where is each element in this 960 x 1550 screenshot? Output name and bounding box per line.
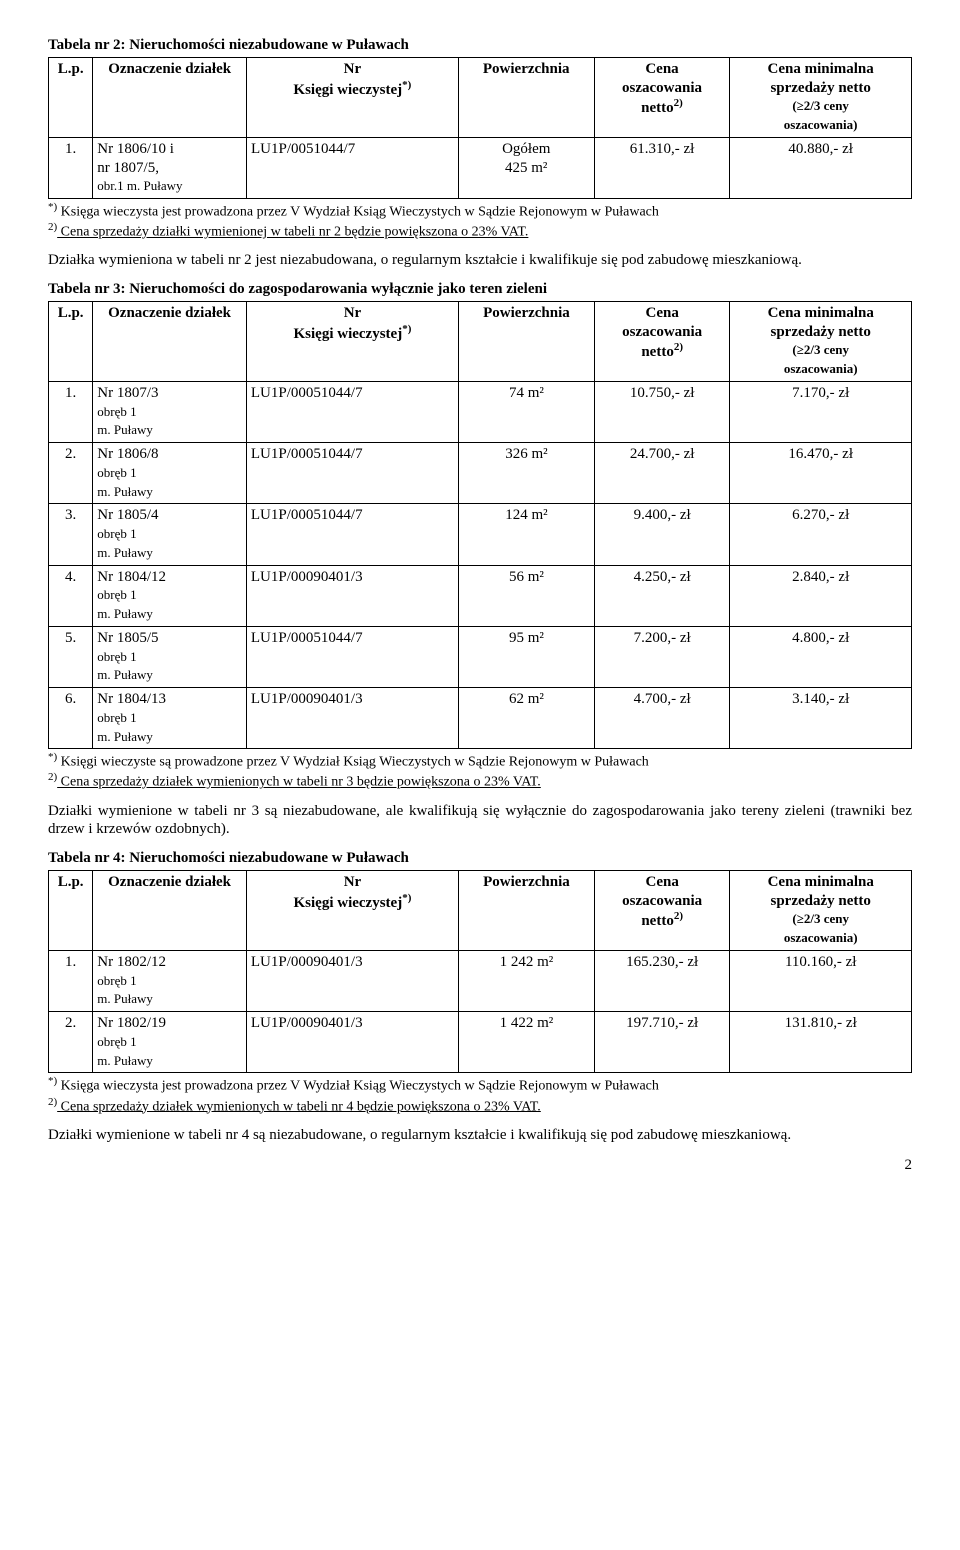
- cell-cena: 4.250,- zł: [594, 565, 729, 626]
- table2-after-para: Działka wymieniona w tabeli nr 2 jest ni…: [48, 251, 912, 270]
- table-row: 2.Nr 1806/8obręb 1m. PuławyLU1P/00051044…: [49, 443, 912, 504]
- table3: L.p. Oznaczenie działek Nr Księgi wieczy…: [48, 301, 912, 750]
- cell-ozn: Nr 1802/19obręb 1m. Puławy: [93, 1012, 247, 1073]
- cell-pow: 95 m²: [458, 626, 594, 687]
- th-cena: Cena oszacowania netto2): [594, 57, 730, 137]
- cell-min: 3.140,- zł: [730, 688, 912, 749]
- cell-cena: 10.750,- zł: [594, 381, 729, 442]
- table4-footnotes: *) Księga wieczysta jest prowadzona prze…: [48, 1075, 912, 1115]
- table-row: 5.Nr 1805/5obręb 1m. PuławyLU1P/00051044…: [49, 626, 912, 687]
- th-cena: Cena oszacowania netto2): [594, 301, 729, 381]
- th-kw: Nr Księgi wieczystej*): [247, 57, 459, 137]
- cell-cena: 24.700,- zł: [594, 443, 729, 504]
- th-min: Cena minimalna sprzedaży netto (≥2/3 cen…: [730, 57, 912, 137]
- table-row: 4.Nr 1804/12obręb 1m. PuławyLU1P/0009040…: [49, 565, 912, 626]
- th-kw: Nr Księgi wieczystej*): [246, 870, 458, 950]
- cell-min: 110.160,- zł: [730, 950, 912, 1011]
- cell-kw: LU1P/00051044/7: [246, 626, 458, 687]
- cell-min: 6.270,- zł: [730, 504, 912, 565]
- cell-kw: LU1P/00090401/3: [246, 565, 458, 626]
- table2-title: Tabela nr 2: Nieruchomości niezabudowane…: [48, 36, 912, 55]
- cell-kw: LU1P/00051044/7: [246, 504, 458, 565]
- cell-lp: 2.: [49, 443, 93, 504]
- table-row: 6.Nr 1804/13obręb 1m. PuławyLU1P/0009040…: [49, 688, 912, 749]
- cell-cena: 197.710,- zł: [594, 1012, 729, 1073]
- cell-lp: 1.: [49, 950, 93, 1011]
- th-lp: L.p.: [49, 301, 93, 381]
- th-lp: L.p.: [49, 57, 93, 137]
- th-min: Cena minimalna sprzedaży netto (≥2/3 cen…: [730, 870, 912, 950]
- table4-after-para: Działki wymienione w tabeli nr 4 są niez…: [48, 1126, 912, 1145]
- cell-min: 7.170,- zł: [730, 381, 912, 442]
- cell-ozn: Nr 1805/5obręb 1m. Puławy: [93, 626, 247, 687]
- cell-pow: 1 422 m²: [458, 1012, 594, 1073]
- cell-cena: 4.700,- zł: [594, 688, 729, 749]
- cell-ozn: Nr 1806/10 i nr 1807/5, obr.1 m. Puławy: [93, 137, 247, 198]
- cell-min: 2.840,- zł: [730, 565, 912, 626]
- th-min: Cena minimalna sprzedaży netto (≥2/3 cen…: [730, 301, 912, 381]
- cell-pow: Ogółem 425 m²: [458, 137, 594, 198]
- cell-pow: 326 m²: [458, 443, 594, 504]
- cell-min: 131.810,- zł: [730, 1012, 912, 1073]
- cell-cena: 9.400,- zł: [594, 504, 729, 565]
- cell-lp: 4.: [49, 565, 93, 626]
- table-row: 2.Nr 1802/19obręb 1m. PuławyLU1P/0009040…: [49, 1012, 912, 1073]
- th-ozn: Oznaczenie działek: [93, 870, 247, 950]
- cell-kw: LU1P/0051044/7: [247, 137, 459, 198]
- th-ozn: Oznaczenie działek: [93, 57, 247, 137]
- cell-lp: 1.: [49, 381, 93, 442]
- th-ozn: Oznaczenie działek: [93, 301, 247, 381]
- cell-ozn: Nr 1806/8obręb 1m. Puławy: [93, 443, 247, 504]
- cell-kw: LU1P/00090401/3: [246, 950, 458, 1011]
- cell-ozn: Nr 1805/4obręb 1m. Puławy: [93, 504, 247, 565]
- table2-footnotes: *) Księga wieczysta jest prowadzona prze…: [48, 201, 912, 241]
- cell-cena: 61.310,- zł: [594, 137, 730, 198]
- table-header-row: L.p. Oznaczenie działek Nr Księgi wieczy…: [49, 301, 912, 381]
- table-header-row: L.p. Oznaczenie działek Nr Księgi wieczy…: [49, 57, 912, 137]
- table-row: 1. Nr 1806/10 i nr 1807/5, obr.1 m. Puła…: [49, 137, 912, 198]
- cell-min: 4.800,- zł: [730, 626, 912, 687]
- cell-lp: 5.: [49, 626, 93, 687]
- table4-title: Tabela nr 4: Nieruchomości niezabudowane…: [48, 849, 912, 868]
- cell-ozn: Nr 1807/3obręb 1m. Puławy: [93, 381, 247, 442]
- th-cena: Cena oszacowania netto2): [594, 870, 729, 950]
- cell-kw: LU1P/00090401/3: [246, 688, 458, 749]
- cell-kw: LU1P/00051044/7: [246, 381, 458, 442]
- page-number: 2: [48, 1156, 912, 1175]
- cell-lp: 1.: [49, 137, 93, 198]
- cell-lp: 3.: [49, 504, 93, 565]
- cell-lp: 2.: [49, 1012, 93, 1073]
- cell-kw: LU1P/00051044/7: [246, 443, 458, 504]
- cell-cena: 165.230,- zł: [594, 950, 729, 1011]
- table2: L.p. Oznaczenie działek Nr Księgi wieczy…: [48, 57, 912, 199]
- cell-kw: LU1P/00090401/3: [246, 1012, 458, 1073]
- cell-min: 16.470,- zł: [730, 443, 912, 504]
- table-header-row: L.p. Oznaczenie działek Nr Księgi wieczy…: [49, 870, 912, 950]
- cell-ozn: Nr 1804/13obręb 1m. Puławy: [93, 688, 247, 749]
- cell-ozn: Nr 1802/12obręb 1m. Puławy: [93, 950, 247, 1011]
- table3-footnotes: *) Księgi wieczyste są prowadzone przez …: [48, 751, 912, 791]
- cell-pow: 62 m²: [458, 688, 594, 749]
- table3-title: Tabela nr 3: Nieruchomości do zagospodar…: [48, 280, 912, 299]
- table-row: 1.Nr 1802/12obręb 1m. PuławyLU1P/0009040…: [49, 950, 912, 1011]
- cell-ozn: Nr 1804/12obręb 1m. Puławy: [93, 565, 247, 626]
- cell-min: 40.880,- zł: [730, 137, 912, 198]
- cell-pow: 74 m²: [458, 381, 594, 442]
- cell-cena: 7.200,- zł: [594, 626, 729, 687]
- th-kw: Nr Księgi wieczystej*): [246, 301, 458, 381]
- th-pow: Powierzchnia: [458, 301, 594, 381]
- cell-pow: 1 242 m²: [458, 950, 594, 1011]
- table-row: 1.Nr 1807/3obręb 1m. PuławyLU1P/00051044…: [49, 381, 912, 442]
- table4: L.p. Oznaczenie działek Nr Księgi wieczy…: [48, 870, 912, 1074]
- table3-after-para: Działki wymienione w tabeli nr 3 są niez…: [48, 802, 912, 840]
- cell-pow: 56 m²: [458, 565, 594, 626]
- cell-lp: 6.: [49, 688, 93, 749]
- th-pow: Powierzchnia: [458, 57, 594, 137]
- table-row: 3.Nr 1805/4obręb 1m. PuławyLU1P/00051044…: [49, 504, 912, 565]
- th-lp: L.p.: [49, 870, 93, 950]
- cell-pow: 124 m²: [458, 504, 594, 565]
- th-pow: Powierzchnia: [458, 870, 594, 950]
